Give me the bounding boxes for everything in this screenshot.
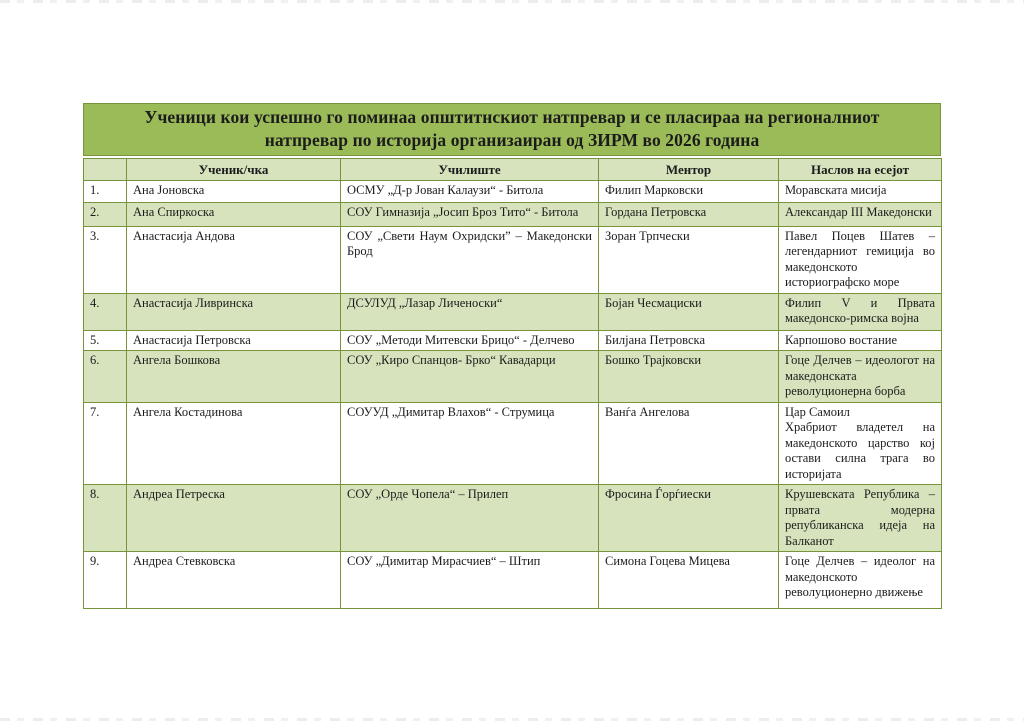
col-header-student: Ученик/чка: [126, 158, 341, 181]
table-row: 3. Анастасија Андова СОУ „Свети Наум Охрид…: [83, 225, 942, 294]
table-row: 2. Ана Спиркоска СОУ Гимназија „Јосип Броз…: [83, 201, 942, 227]
cell-number: 3.: [83, 225, 127, 294]
table-row: 8. Андреа Петреска СОУ „Орде Чопела“ – При…: [83, 484, 942, 552]
cell-number: 4.: [83, 292, 127, 331]
cell-essay: Павел Поцев Шатев – легендарниот гемициј…: [778, 225, 942, 294]
col-header-number: [83, 158, 127, 181]
cell-mentor: Зоран Трпчески: [598, 225, 779, 294]
cell-essay: Моравската мисија: [778, 179, 942, 203]
cell-student: Ана Јоновска: [126, 179, 341, 203]
cell-student: Анастасија Ливринска: [126, 292, 341, 331]
cell-essay: Карпошово востание: [778, 329, 942, 351]
table-body: 1. Ана Јоновска ОСМУ „Д-р Јован Калаузи“ -…: [83, 179, 942, 609]
table-title: Ученици кои успешно го поминаа општитнск…: [83, 103, 941, 156]
cell-essay: Гоце Делчев – идеологот на македонската …: [778, 350, 942, 403]
cell-mentor: Бошко Трајковски: [598, 350, 779, 403]
cell-mentor: Фросина Ѓорѓиески: [598, 484, 779, 552]
cell-student: Анастасија Петровска: [126, 329, 341, 351]
table-row: 9. Андреа Стевковска СОУ „Димитар Мирасчие…: [83, 551, 942, 609]
cell-number: 2.: [83, 201, 127, 227]
table-row: 4. Анастасија Ливринска ДСУЛУД „Лазар Личе…: [83, 292, 942, 331]
col-header-mentor: Ментор: [598, 158, 779, 181]
cell-mentor: Симона Гоцева Мицева: [598, 551, 779, 609]
cell-essay: Гоце Делчев – идеолог на македонското ре…: [778, 551, 942, 609]
cell-school: СОУ „Димитар Мирасчиев“ – Штип: [340, 551, 599, 609]
cell-number: 9.: [83, 551, 127, 609]
cell-mentor: Ванѓа Ангелова: [598, 401, 779, 485]
cell-number: 7.: [83, 401, 127, 485]
cell-school: ОСМУ „Д-р Јован Калаузи“ - Битола: [340, 179, 599, 203]
table-row: 6. Ангела Бошкова СОУ „Киро Спанцов- Брко“…: [83, 350, 942, 403]
cell-number: 6.: [83, 350, 127, 403]
col-header-school: Училиште: [340, 158, 599, 181]
cell-school: СОУ „Орде Чопела“ – Прилеп: [340, 484, 599, 552]
cell-number: 5.: [83, 329, 127, 351]
header-row: Ученик/чка Училиште Ментор Наслов на есе…: [83, 158, 942, 181]
page-edge-artifact-bottom: [0, 718, 1024, 721]
cell-essay: Цар Самоил Храбриот владетел на македонск…: [778, 401, 942, 485]
table-row: 5. Анастасија Петровска СОУ „Методи Митевс…: [83, 329, 942, 351]
cell-student: Андреа Стевковска: [126, 551, 341, 609]
col-header-essay: Наслов на есејот: [778, 158, 942, 181]
table-row: 1. Ана Јоновска ОСМУ „Д-р Јован Калаузи“ -…: [83, 179, 942, 203]
cell-number: 1.: [83, 179, 127, 203]
table-title-line-2: натпревар по историја организаиран од ЗИ…: [264, 130, 760, 150]
cell-student: Ангела Костадинова: [126, 401, 341, 485]
cell-mentor: Гордана Петровска: [598, 201, 779, 227]
cell-essay: Филип V и Првата македонско-римска војна: [778, 292, 942, 331]
cell-school: СОУУД „Димитар Влахов“ - Струмица: [340, 401, 599, 485]
cell-essay: Крушевската Република – првата модерна р…: [778, 484, 942, 552]
students-table: Ученик/чка Училиште Ментор Наслов на есе…: [83, 158, 942, 609]
cell-school: СОУ „Киро Спанцов- Брко“ Кавадарци: [340, 350, 599, 403]
cell-student: Андреа Петреска: [126, 484, 341, 552]
cell-school: СОУ „Методи Митевски Брицо“ - Делчево: [340, 329, 599, 351]
table-title-line-1: Ученици кои успешно го поминаа општитнск…: [144, 107, 880, 127]
cell-number: 8.: [83, 484, 127, 552]
cell-school: СОУ „Свети Наум Охридски” – Македонски Б…: [340, 225, 599, 294]
document-page: Ученици кои успешно го поминаа општитнск…: [83, 103, 942, 609]
cell-essay: Александар III Македонски: [778, 201, 942, 227]
cell-mentor: Билјана Петровска: [598, 329, 779, 351]
cell-mentor: Филип Марковски: [598, 179, 779, 203]
cell-mentor: Бојан Чесмациски: [598, 292, 779, 331]
cell-student: Анастасија Андова: [126, 225, 341, 294]
table-row: 7. Ангела Костадинова СОУУД „Димитар Влахо…: [83, 401, 942, 485]
cell-student: Ангела Бошкова: [126, 350, 341, 403]
cell-school: СОУ Гимназија „Јосип Броз Тито“ - Битола: [340, 201, 599, 227]
cell-student: Ана Спиркоска: [126, 201, 341, 227]
cell-school: ДСУЛУД „Лазар Личеноски“: [340, 292, 599, 331]
page-edge-artifact-top: [0, 0, 1024, 3]
